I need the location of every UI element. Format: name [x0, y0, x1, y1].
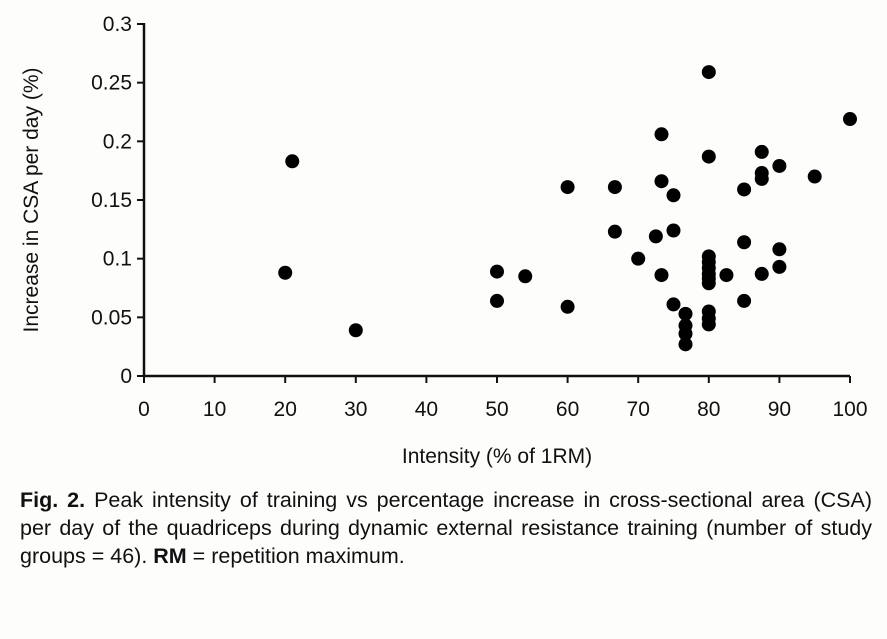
data-point [607, 224, 622, 239]
data-point [772, 158, 787, 173]
data-point [518, 269, 533, 284]
data-point [754, 266, 769, 281]
data-point [560, 180, 575, 195]
data-point [754, 171, 769, 186]
data-point [607, 180, 622, 195]
x-tick-label: 10 [203, 398, 226, 421]
x-tick-label: 0 [138, 398, 150, 421]
data-point [285, 154, 300, 169]
data-point [701, 276, 716, 291]
figure-caption: Fig. 2. Peak intensity of training vs pe… [20, 486, 872, 570]
data-point [843, 112, 857, 127]
data-point [772, 259, 787, 274]
x-tick-label: 80 [697, 398, 720, 421]
y-tick-label: 0.15 [91, 189, 132, 212]
data-point [666, 297, 681, 312]
data-point [348, 323, 363, 338]
data-point [678, 326, 693, 341]
data-point [631, 251, 646, 266]
data-point [737, 293, 752, 308]
data-point [772, 242, 787, 257]
x-tick-label: 100 [832, 398, 867, 421]
x-tick-label: 40 [415, 398, 438, 421]
data-point [678, 337, 693, 352]
y-tick-label: 0.05 [91, 306, 132, 329]
y-axis-title: Increase in CSA per day (%) [20, 68, 43, 333]
data-point [490, 293, 504, 308]
data-point [490, 264, 504, 279]
data-point [654, 127, 669, 142]
data-point [719, 268, 734, 283]
data-point [654, 174, 669, 189]
caption-text-end: = repetition maximum. [186, 544, 405, 568]
y-tick-label: 0 [120, 365, 132, 388]
x-tick-label: 70 [627, 398, 650, 421]
data-point [678, 306, 693, 321]
x-tick-label: 50 [485, 398, 508, 421]
y-tick-label: 0.3 [103, 13, 132, 36]
x-tick-label: 90 [768, 398, 791, 421]
data-point [701, 317, 716, 332]
data-point [807, 169, 822, 184]
data-point [278, 265, 293, 280]
data-point [560, 299, 575, 314]
data-point [666, 188, 681, 203]
data-points [278, 65, 857, 352]
data-point [737, 235, 752, 250]
x-tick-label: 60 [556, 398, 579, 421]
data-point [701, 149, 716, 164]
caption-label: Fig. 2. [20, 488, 86, 512]
axes: 0 0.05 0.1 0.15 0.2 0.25 0.3 0 10 20 30 40 50 60 70 80 9… [91, 13, 867, 421]
data-point [701, 65, 716, 80]
x-tick-label: 20 [274, 398, 297, 421]
data-point [737, 182, 752, 197]
x-axis-title: Intensity (% of 1RM) [402, 445, 592, 468]
data-point [666, 223, 681, 238]
data-point [648, 229, 663, 244]
data-point [754, 144, 769, 159]
x-tick-label: 30 [344, 398, 367, 421]
caption-rm: RM [153, 544, 187, 568]
y-tick-label: 0.25 [91, 72, 132, 95]
y-tick-label: 0.2 [103, 130, 132, 153]
y-tick-label: 0.1 [103, 248, 132, 271]
caption-text: Peak intensity of training vs percentage… [20, 488, 872, 568]
data-point [654, 268, 669, 283]
scatter-chart: 0 0.05 0.1 0.15 0.2 0.25 0.3 0 10 20 30 40 50 60 70 80 9… [20, 13, 868, 468]
